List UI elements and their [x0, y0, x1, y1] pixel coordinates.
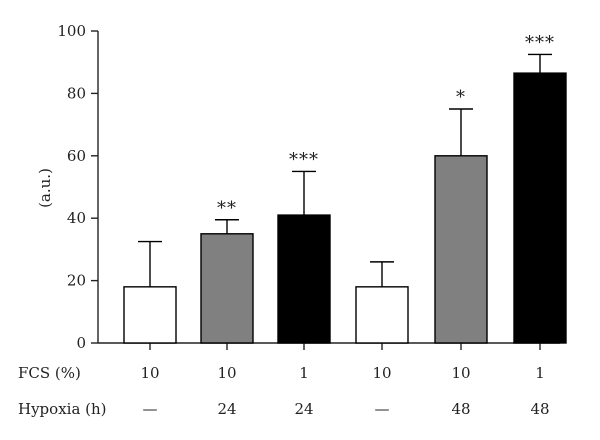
bar-6: [513, 72, 567, 344]
bar-1: [123, 286, 177, 344]
y-tick-label: 40: [67, 209, 86, 227]
x-axis: [98, 342, 560, 350]
y-tick-label: 80: [67, 84, 86, 102]
bar-4: [355, 286, 409, 344]
bar-5: [434, 155, 488, 344]
significance-markers-group: *********: [217, 32, 555, 219]
condition-rows-group: 10 — 10 24 1 24 10 — 10 48 1 48 FCS (%) Hypoxia (h): [18, 364, 550, 418]
y-tick-label: 60: [67, 147, 86, 165]
fcs-value-1: 10: [140, 364, 159, 382]
fcs-value-6: 1: [535, 364, 545, 382]
y-tick-label: 20: [67, 272, 86, 290]
y-tick-label: 100: [57, 22, 86, 40]
error-bars-group: [138, 53, 552, 287]
significance-marker-2: **: [217, 198, 237, 219]
hypoxia-value-3: 24: [294, 400, 313, 418]
hypoxia-row-label: Hypoxia (h): [18, 400, 107, 418]
fcs-value-5: 10: [451, 364, 470, 382]
fcs-value-2: 10: [217, 364, 236, 382]
bars-group: [123, 72, 567, 344]
significance-marker-3: ***: [289, 149, 319, 170]
fcs-value-4: 10: [372, 364, 391, 382]
significance-marker-5: *: [456, 87, 466, 108]
y-tick-label: 0: [76, 334, 86, 352]
hypoxia-value-2: 24: [217, 400, 236, 418]
hypoxia-value-5: 48: [451, 400, 470, 418]
fcs-value-3: 1: [299, 364, 309, 382]
y-axis: 0 20 40 60 80 100: [57, 22, 99, 352]
bar-3: [277, 214, 331, 344]
hypoxia-value-6: 48: [530, 400, 549, 418]
significance-marker-6: ***: [525, 32, 555, 53]
hypoxia-value-4: —: [375, 400, 390, 418]
hypoxia-value-1: —: [143, 400, 158, 418]
fcs-row-label: FCS (%): [18, 364, 81, 382]
y-axis-label: (a.u.): [36, 168, 54, 208]
bar-2: [200, 233, 254, 344]
